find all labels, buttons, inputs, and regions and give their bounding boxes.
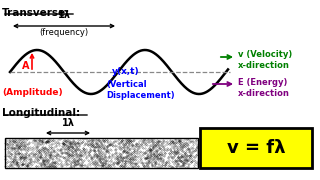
Text: y(x,t): y(x,t) bbox=[112, 66, 140, 75]
FancyBboxPatch shape bbox=[200, 128, 312, 168]
Text: v = fλ: v = fλ bbox=[227, 139, 285, 157]
Text: (Amplitude): (Amplitude) bbox=[2, 88, 63, 97]
Text: (Vertical
Displacement): (Vertical Displacement) bbox=[106, 80, 175, 100]
Text: A: A bbox=[21, 61, 29, 71]
Text: (frequency): (frequency) bbox=[39, 28, 89, 37]
Text: Transverse:: Transverse: bbox=[2, 8, 70, 18]
Text: v (Velocity)
x-direction: v (Velocity) x-direction bbox=[238, 50, 292, 70]
Bar bbox=[5, 138, 198, 168]
Text: 1λ: 1λ bbox=[61, 118, 75, 128]
Text: Longitudinal:: Longitudinal: bbox=[2, 108, 80, 118]
Text: E (Energy)
x-direction: E (Energy) x-direction bbox=[238, 78, 290, 98]
Text: 1λ: 1λ bbox=[58, 10, 70, 20]
